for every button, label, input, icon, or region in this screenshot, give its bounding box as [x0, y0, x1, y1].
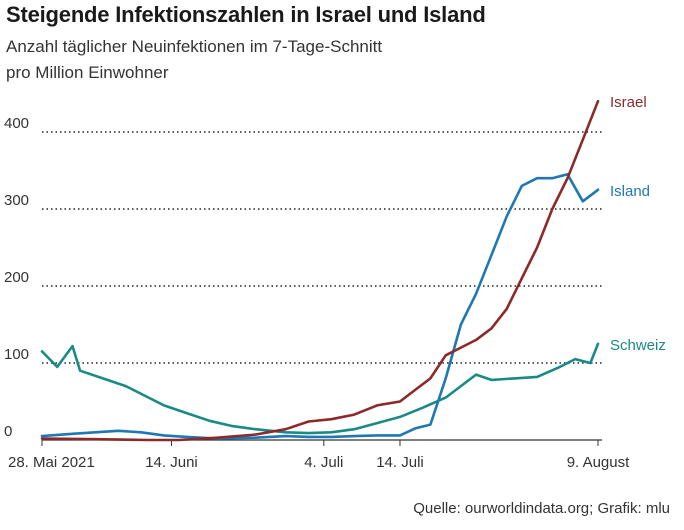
- series-label-israel: Israel: [610, 94, 647, 111]
- series-line-israel: [40, 99, 600, 442]
- chart-subtitle-line-1: Anzahl täglicher Neuinfektionen im 7-Tag…: [6, 37, 383, 56]
- y-tick-label: 0: [4, 423, 12, 440]
- x-axis: 28. Mai 2021 14. Juni 4. Juli 14. Juli 9. Au…: [8, 440, 630, 471]
- chart-subtitle-line-2: pro Million Einwohner: [6, 63, 169, 82]
- y-tick-label: 400: [4, 115, 29, 132]
- series-labels: Schweiz Island Israel: [610, 94, 666, 354]
- chart-title: Steigende Infektionszahlen in Israel und…: [6, 2, 486, 27]
- series-label-schweiz: Schweiz: [610, 337, 666, 354]
- y-tick-label: 100: [4, 346, 29, 363]
- x-tick-label: 28. Mai 2021: [8, 454, 95, 471]
- chart-subtitle: Anzahl täglicher Neuinfektionen im 7-Tag…: [6, 34, 606, 86]
- series-label-island: Island: [610, 183, 650, 200]
- x-tick-label: 9. August: [567, 454, 630, 471]
- series-line-schweiz: [40, 342, 600, 435]
- y-axis: 0 100 200 300 400: [4, 115, 29, 440]
- series-lines: [40, 99, 600, 442]
- x-tick-label: 14. Juli: [376, 454, 424, 471]
- x-tick-label: 14. Juni: [145, 454, 198, 471]
- source-note: Quelle: ourworldindata.org; Grafik: mlu: [413, 500, 670, 517]
- x-tick-label: 4. Juli: [304, 454, 343, 471]
- y-tick-label: 300: [4, 192, 29, 209]
- y-tick-label: 200: [4, 269, 29, 286]
- series-line-island: [40, 173, 600, 440]
